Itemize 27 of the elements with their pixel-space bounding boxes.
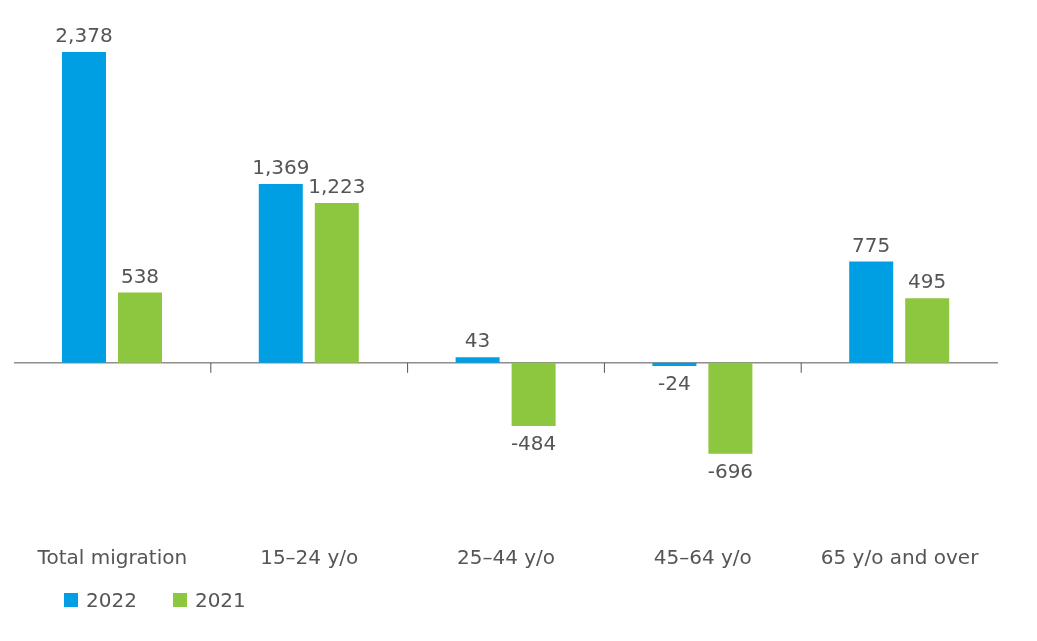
bar xyxy=(118,292,162,363)
data-label: 43 xyxy=(464,328,491,353)
bar xyxy=(652,362,697,366)
data-label: -24 xyxy=(658,370,691,395)
bar xyxy=(849,261,894,363)
bar xyxy=(708,362,753,454)
data-label: 1,369 xyxy=(252,154,310,179)
data-label: -696 xyxy=(707,458,754,483)
bar xyxy=(455,357,500,363)
bar xyxy=(258,183,303,363)
bar xyxy=(62,52,106,363)
x-tick-label: 25–44 y/o xyxy=(456,545,556,570)
data-label: 2,378 xyxy=(55,23,113,48)
bar xyxy=(314,203,359,363)
x-tick-label: 15–24 y/o xyxy=(260,545,359,570)
data-label: -484 xyxy=(510,431,557,456)
data-label: 538 xyxy=(120,263,160,288)
bar xyxy=(511,362,556,427)
legend-label: 2022 xyxy=(85,588,137,612)
x-tick-label: 65 y/o and over xyxy=(820,545,980,570)
data-label: 495 xyxy=(908,269,947,294)
x-tick-label: 45–64 y/o xyxy=(653,545,752,570)
data-label: 775 xyxy=(852,232,891,257)
bar xyxy=(905,298,950,363)
data-label: 1,223 xyxy=(308,174,366,199)
legend-label: 2021 xyxy=(193,588,246,612)
x-tick-label: Total migration xyxy=(36,545,188,570)
